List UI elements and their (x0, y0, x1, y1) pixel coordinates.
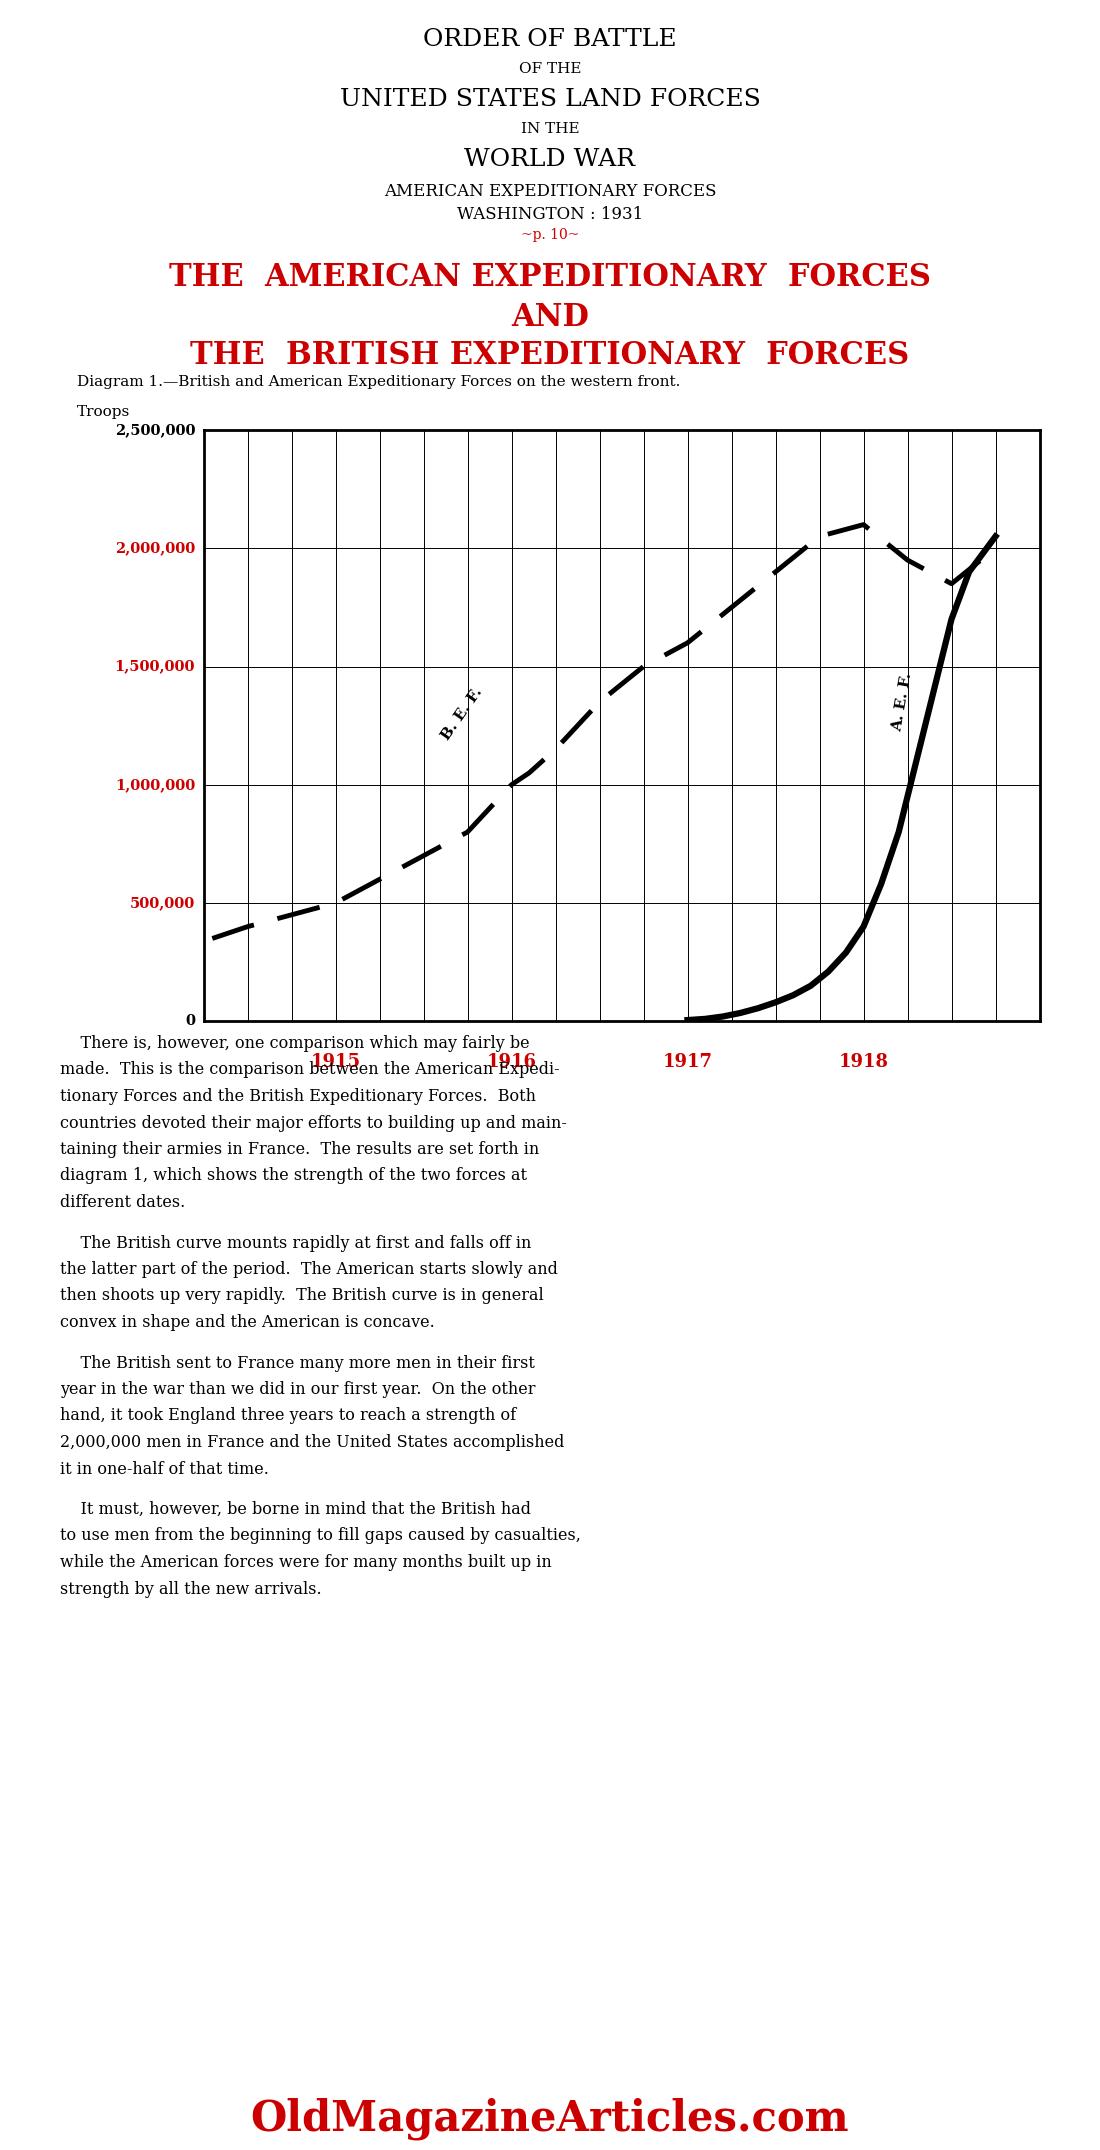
Text: 2,000,000 men in France and the United States accomplished: 2,000,000 men in France and the United S… (60, 1434, 565, 1451)
Text: The British curve mounts rapidly at first and falls off in: The British curve mounts rapidly at firs… (60, 1234, 532, 1251)
Text: convex in shape and the American is concave.: convex in shape and the American is conc… (60, 1314, 436, 1331)
Text: UNITED STATES LAND FORCES: UNITED STATES LAND FORCES (340, 88, 760, 112)
Text: ORDER OF BATTLE: ORDER OF BATTLE (424, 28, 676, 52)
Text: 2,000,000: 2,000,000 (114, 542, 195, 555)
Text: 500,000: 500,000 (130, 897, 195, 909)
Text: THE  BRITISH EXPEDITIONARY  FORCES: THE BRITISH EXPEDITIONARY FORCES (190, 340, 910, 372)
Text: 1,500,000: 1,500,000 (114, 660, 195, 673)
Text: B. E. F.: B. E. F. (439, 686, 485, 742)
Text: 1916: 1916 (486, 1054, 537, 1071)
Text: the latter part of the period.  The American starts slowly and: the latter part of the period. The Ameri… (60, 1262, 559, 1277)
Text: year in the war than we did in our first year.  On the other: year in the war than we did in our first… (60, 1380, 536, 1398)
Text: diagram 1, which shows the strength of the two forces at: diagram 1, which shows the strength of t… (60, 1167, 528, 1185)
Text: ~p. 10~: ~p. 10~ (520, 228, 580, 243)
Text: 2,500,000: 2,500,000 (114, 424, 195, 436)
Text: tionary Forces and the British Expeditionary Forces.  Both: tionary Forces and the British Expeditio… (60, 1088, 537, 1105)
Text: taining their armies in France.  The results are set forth in: taining their armies in France. The resu… (60, 1142, 540, 1159)
Text: to use men from the beginning to fill gaps caused by casualties,: to use men from the beginning to fill ga… (60, 1526, 582, 1544)
Text: WORLD WAR: WORLD WAR (464, 148, 636, 172)
Text: strength by all the new arrivals.: strength by all the new arrivals. (60, 1580, 322, 1597)
Text: It must, however, be borne in mind that the British had: It must, however, be borne in mind that … (60, 1501, 531, 1518)
Text: it in one-half of that time.: it in one-half of that time. (60, 1460, 270, 1477)
Text: The British sent to France many more men in their first: The British sent to France many more men… (60, 1354, 536, 1372)
Text: OldMagazineArticles.com: OldMagazineArticles.com (251, 2098, 849, 2139)
Text: A. E. F.: A. E. F. (890, 671, 914, 733)
Text: 0: 0 (185, 1015, 195, 1028)
Text: made.  This is the comparison between the American Expedi-: made. This is the comparison between the… (60, 1062, 560, 1079)
Text: while the American forces were for many months built up in: while the American forces were for many … (60, 1554, 552, 1572)
Text: IN THE: IN THE (520, 123, 580, 135)
Text: AND: AND (512, 301, 588, 333)
Text: hand, it took England three years to reach a strength of: hand, it took England three years to rea… (60, 1408, 517, 1425)
Text: WASHINGTON : 1931: WASHINGTON : 1931 (456, 206, 644, 224)
Text: countries devoted their major efforts to building up and main-: countries devoted their major efforts to… (60, 1114, 568, 1131)
Text: 1,000,000: 1,000,000 (114, 778, 195, 791)
Text: 1918: 1918 (838, 1054, 889, 1071)
Text: Diagram 1.—British and American Expeditionary Forces on the western front.: Diagram 1.—British and American Expediti… (77, 374, 681, 389)
Text: 1915: 1915 (310, 1054, 361, 1071)
Text: THE  AMERICAN EXPEDITIONARY  FORCES: THE AMERICAN EXPEDITIONARY FORCES (169, 262, 931, 292)
Text: 1917: 1917 (662, 1054, 713, 1071)
Text: Troops: Troops (77, 404, 130, 419)
Text: There is, however, one comparison which may fairly be: There is, however, one comparison which … (60, 1034, 530, 1051)
Text: different dates.: different dates. (60, 1193, 186, 1210)
Text: AMERICAN EXPEDITIONARY FORCES: AMERICAN EXPEDITIONARY FORCES (384, 183, 716, 200)
Text: OF THE: OF THE (519, 62, 581, 75)
Text: then shoots up very rapidly.  The British curve is in general: then shoots up very rapidly. The British… (60, 1288, 544, 1305)
